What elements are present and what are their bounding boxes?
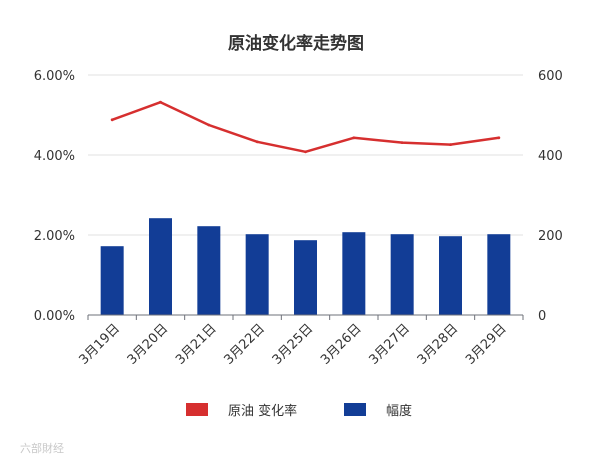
line-point <box>304 150 307 154</box>
bar <box>197 226 221 315</box>
x-category-label: 3月19日 <box>76 321 123 368</box>
y-left-tick-label: 6.00% <box>34 69 75 84</box>
line-point <box>449 143 452 147</box>
y-right-tick-label: 0 <box>538 309 546 324</box>
line-point <box>110 118 114 122</box>
bar <box>342 232 366 315</box>
legend-item-line-label: 原油 变化率 <box>228 403 297 419</box>
gridlines <box>88 74 523 236</box>
line-point <box>207 123 211 127</box>
y-right-tick-label: 600 <box>538 69 563 84</box>
line-point <box>497 136 501 140</box>
chart-title: 原油变化率走势图 <box>228 33 364 54</box>
bar <box>100 246 124 315</box>
bar <box>294 240 317 315</box>
x-category-label: 3月27日 <box>366 321 413 368</box>
y-left-tick-label: 4.00% <box>34 149 75 164</box>
x-category-label: 3月20日 <box>125 321 172 368</box>
legend-item-bar-label: 幅度 <box>386 403 412 419</box>
x-category-label: 3月29日 <box>463 321 510 368</box>
bar-series <box>100 218 511 315</box>
line-point <box>255 140 259 144</box>
line-point <box>400 141 404 145</box>
watermark-text: 六部財经 <box>20 441 64 455</box>
bar <box>439 236 462 315</box>
legend: 原油 变化率 幅度 <box>186 403 412 419</box>
x-category-label: 3月25日 <box>270 321 317 368</box>
line-point <box>352 136 356 140</box>
bar <box>149 218 172 315</box>
x-category-label: 3月22日 <box>221 321 268 368</box>
y-left-tick-label: 0.00% <box>34 309 75 324</box>
bar <box>487 234 511 315</box>
watermark: 六部財经 <box>20 441 64 455</box>
x-category-label: 3月26日 <box>318 321 365 368</box>
axes: 0.00% 2.00% 4.00% 6.00% 0 200 400 600 3月19日 3月20日… <box>34 69 563 368</box>
x-category-label: 3月28日 <box>415 321 462 368</box>
line-point <box>159 100 162 104</box>
legend-item-line-swatch <box>186 403 208 416</box>
x-category-label: 3月21日 <box>173 321 220 368</box>
bar <box>390 234 414 315</box>
legend-item-bar-swatch <box>344 403 366 416</box>
y-right-tick-label: 200 <box>538 229 563 244</box>
y-right-tick-label: 400 <box>538 149 563 164</box>
line-series <box>110 100 501 154</box>
line-series-path <box>110 100 501 154</box>
bar <box>245 234 269 315</box>
y-left-tick-label: 2.00% <box>34 229 75 244</box>
